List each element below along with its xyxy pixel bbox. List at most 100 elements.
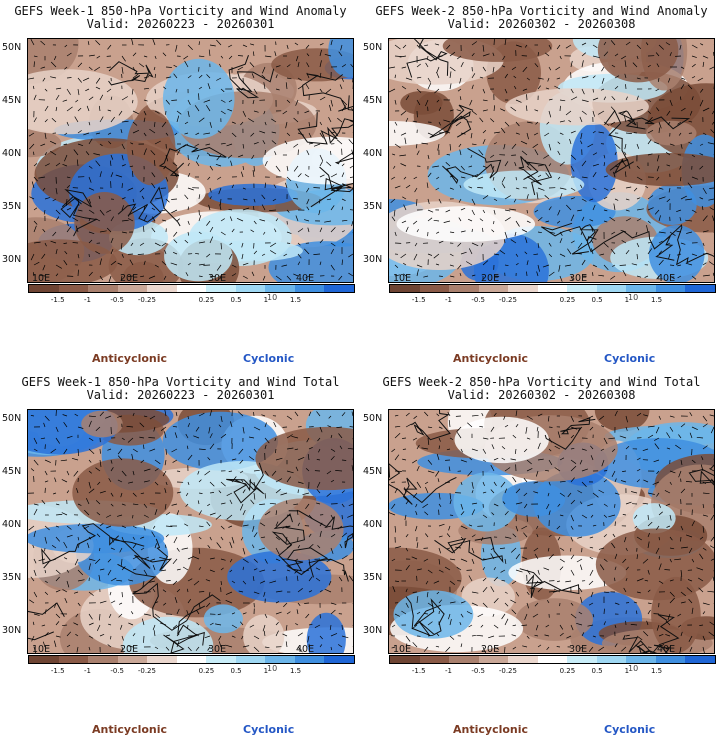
colorbar-tick-label: 0.5 <box>230 667 242 675</box>
lat-label: 40N <box>363 519 383 530</box>
colorbar-segment <box>117 285 148 292</box>
map-panel-week2-anomaly: GEFS Week-2 850-hPa Vorticity and Wind A… <box>361 0 722 371</box>
map-field <box>389 410 714 653</box>
panel-title: GEFS Week-1 850-hPa Vorticity and Wind T… <box>21 375 340 389</box>
lon-label: 30E <box>569 644 588 655</box>
colorbar-tick-label: 0.25 <box>198 296 215 304</box>
colorbar-tick-label: 0.25 <box>559 296 576 304</box>
colorbar-tick-label: 1.5 <box>289 296 302 304</box>
colorbar-segment <box>265 656 295 663</box>
colorbar-segment <box>478 656 509 663</box>
colorbar-segment <box>235 285 266 292</box>
lon-label: 40E <box>296 273 315 284</box>
lon-label: 10E <box>393 644 412 655</box>
lon-label: 30E <box>569 273 588 284</box>
map-field <box>389 39 714 282</box>
colorbar-segment <box>147 285 177 292</box>
colorbar-tick-label: -0.25 <box>498 296 517 304</box>
colorbar-segment <box>626 285 656 292</box>
colorbar-scale: 10 <box>628 293 639 302</box>
colorbar-tick-label: -1.5 <box>411 296 426 304</box>
colorbar-segment <box>176 656 207 663</box>
colorbar-segment <box>206 285 236 292</box>
cyclonic-label: Cyclonic <box>243 723 295 736</box>
lat-label: 40N <box>2 148 22 159</box>
anticyclonic-label: Anticyclonic <box>92 723 168 736</box>
lat-label: 50N <box>363 413 383 424</box>
vorticity-map <box>388 38 715 283</box>
lat-label: 35N <box>2 201 22 212</box>
lat-label: 45N <box>363 95 383 106</box>
colorbar-tick-label: 1 <box>263 296 269 304</box>
colorbar-segment <box>117 656 148 663</box>
lon-label: 20E <box>120 644 139 655</box>
vorticity-map <box>27 409 354 654</box>
colorbar-tick-label: -1 <box>444 667 452 675</box>
colorbar-segment <box>537 656 568 663</box>
colorbar-segment <box>655 656 686 663</box>
colorbar-segment <box>685 656 716 663</box>
anticyclonic-label: Anticyclonic <box>453 723 529 736</box>
colorbar-segment <box>508 285 538 292</box>
lon-label: 20E <box>481 273 500 284</box>
colorbar-segment <box>29 656 59 663</box>
panel-title: GEFS Week-2 850-hPa Vorticity and Wind T… <box>382 375 701 389</box>
colorbar-segment <box>147 656 177 663</box>
colorbar-tick-label: -0.5 <box>110 667 125 675</box>
colorbar-tick-label: 0.5 <box>230 296 242 304</box>
vorticity-map <box>388 409 715 654</box>
vorticity-map <box>27 38 354 283</box>
lat-label: 40N <box>363 148 383 159</box>
colorbar-scale: 10 <box>267 293 278 302</box>
lat-label: 45N <box>2 466 22 477</box>
colorbar-tick-label: -0.5 <box>471 296 486 304</box>
lat-label: 35N <box>2 572 22 583</box>
colorbar-segment <box>390 656 420 663</box>
colorbar-tick-label: 1.5 <box>650 667 663 675</box>
colorbar-segment <box>449 656 479 663</box>
cyclonic-label: Cyclonic <box>243 352 295 365</box>
colorbar-tick-label: 0.25 <box>198 667 215 675</box>
colorbar-tick-label: 1 <box>624 296 630 304</box>
lat-label: 30N <box>363 254 383 265</box>
lat-label: 50N <box>363 42 383 53</box>
colorbar-segment <box>419 285 450 292</box>
lat-label: 35N <box>363 201 383 212</box>
colorbar-tick-label: -1 <box>83 667 91 675</box>
colorbar-segment <box>88 656 118 663</box>
colorbar-tick-label: 0.5 <box>591 296 603 304</box>
colorbar-segment <box>685 285 716 292</box>
colorbar-tick-label: -1.5 <box>50 296 65 304</box>
lon-label: 20E <box>120 273 139 284</box>
map-field <box>28 39 353 282</box>
colorbar-tick-label: 1 <box>624 667 630 675</box>
map-panel-week1-anomaly: GEFS Week-1 850-hPa Vorticity and Wind A… <box>0 0 361 371</box>
colorbar-tick-label: 0.25 <box>559 667 576 675</box>
lon-label: 10E <box>393 273 412 284</box>
colorbar-scale: 10 <box>628 664 639 673</box>
colorbar <box>389 284 716 293</box>
colorbar <box>28 655 355 664</box>
colorbar-tick-label: -0.5 <box>110 296 125 304</box>
colorbar <box>28 284 355 293</box>
colorbar-segment <box>419 656 450 663</box>
colorbar-segment <box>567 656 597 663</box>
anticyclonic-label: Anticyclonic <box>453 352 529 365</box>
lat-label: 30N <box>2 625 22 636</box>
colorbar-segment <box>294 285 325 292</box>
lat-label: 50N <box>2 42 22 53</box>
colorbar-tick-label: -1.5 <box>50 667 65 675</box>
cyclonic-label: Cyclonic <box>604 352 656 365</box>
colorbar-segment <box>449 285 479 292</box>
colorbar-tick-label: -0.25 <box>137 296 156 304</box>
colorbar-segment <box>390 285 420 292</box>
colorbar-segment <box>324 656 355 663</box>
colorbar-segment <box>478 285 509 292</box>
lat-label: 35N <box>363 572 383 583</box>
map-panel-week2-total: GEFS Week-2 850-hPa Vorticity and Wind T… <box>361 371 722 742</box>
panel-title: GEFS Week-1 850-hPa Vorticity and Wind A… <box>14 4 347 18</box>
colorbar-tick-label: -0.25 <box>137 667 156 675</box>
lon-label: 40E <box>296 644 315 655</box>
colorbar-segment <box>324 285 355 292</box>
colorbar-tick-label: 0.5 <box>591 667 603 675</box>
